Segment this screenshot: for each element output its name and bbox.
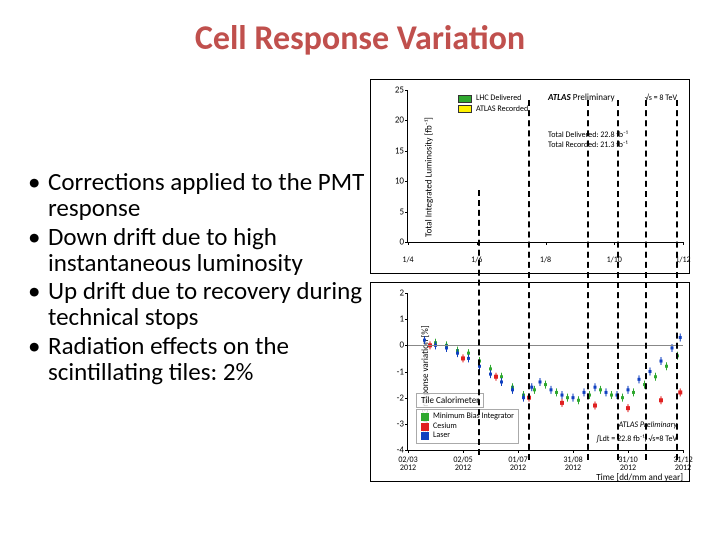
prelim-text: Preliminary: [573, 92, 615, 103]
response-variation-chart: Cell A13 response variation [%] Time [dd…: [370, 282, 690, 482]
swatch-delivered: [458, 95, 472, 103]
chart2-xlabel: Time [dd/mm and year]: [596, 472, 683, 483]
total-delivered: Total Delivered: 22.8 fb⁻¹: [548, 130, 628, 140]
bullet-item: Down drift due to high instantaneous lum…: [28, 224, 370, 277]
legend-label-recorded: ATLAS Recorded: [476, 105, 528, 115]
legend-row-recorded: ATLAS Recorded: [458, 105, 528, 115]
luminosity-chart: Total Integrated Luminosity [fb⁻¹] ATLAS…: [370, 79, 690, 274]
total-recorded: Total Recorded: 21.3 fb⁻¹: [548, 140, 628, 150]
bullet-item: Corrections applied to the PMT response: [28, 169, 370, 222]
tilecal-label: Tile Calorimeter: [416, 393, 484, 408]
legend-row-delivered: LHC Delivered: [458, 94, 528, 104]
legend-label-delivered: LHC Delivered: [476, 94, 521, 104]
bullet-item: Radiation effects on the scintillating t…: [28, 333, 370, 386]
bullet-list: Corrections applied to the PMT response …: [0, 69, 370, 482]
bullet-item: Up drift due to recovery during technica…: [28, 278, 370, 331]
chart1-legend: LHC Delivered ATLAS Recorded: [458, 94, 528, 115]
luminosity-text: ∫Ldt = 22.8 fb⁻¹, √s=8 TeV: [596, 434, 677, 444]
atlas-text: ATLAS: [548, 92, 571, 103]
charts-column: Total Integrated Luminosity [fb⁻¹] ATLAS…: [370, 69, 700, 482]
chart1-plot-area: ATLAS Preliminary √s = 8 TeV LHC Deliver…: [407, 90, 683, 243]
atlas-label: ATLAS Preliminary: [548, 92, 615, 103]
content-row: Corrections applied to the PMT response …: [0, 69, 720, 482]
chart2-plot-area: Tile Calorimeter Minimum Bias Integrator…: [407, 293, 683, 451]
swatch-recorded: [458, 105, 472, 113]
page-title: Cell Response Variation: [0, 0, 720, 69]
totals-box: Total Delivered: 22.8 fb⁻¹ Total Recorde…: [548, 130, 628, 151]
sqrt-s-label: √s = 8 TeV: [645, 93, 677, 103]
atlas-prelim-2: ATLAS Preliminary: [619, 420, 677, 430]
chart2-legend: Minimum Bias IntegratorCesiumLaser: [416, 409, 519, 444]
